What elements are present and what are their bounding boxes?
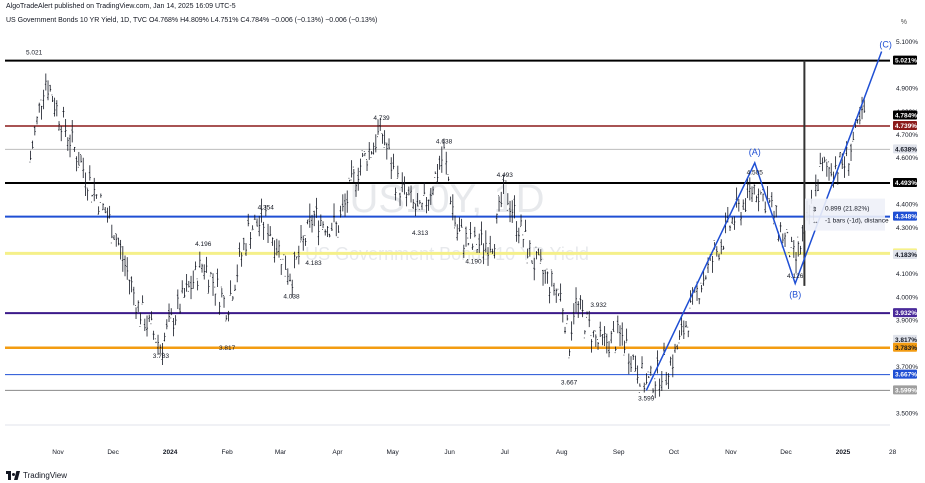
level-badge-label: 4.493% xyxy=(895,180,917,187)
pivot-label: 3.783 xyxy=(153,353,170,360)
measurement-bars: -1 bars (-1d), distance xyxy=(825,218,889,225)
y-tick-label: 4.100% xyxy=(896,271,918,278)
measure-arrow-icon: ⇕ xyxy=(812,206,817,214)
x-tick-label: Sep xyxy=(613,449,625,456)
measure-range-icon: ↔ xyxy=(812,219,819,226)
level-badge xyxy=(893,120,917,130)
ohlc-values: O4.768% H4.809% L4.751% C4.784% −0.006 (… xyxy=(148,17,378,24)
level-badge-label: 3.667% xyxy=(895,372,917,379)
pivot-label: 3.599 xyxy=(638,395,655,402)
pivot-label: 4.196 xyxy=(195,241,212,248)
level-badge-label: 4.348% xyxy=(895,214,917,221)
symbol-title: US Government Bonds 10 YR Yield, 1D, TVC xyxy=(6,17,147,24)
level-badge xyxy=(893,342,917,352)
x-tick-label: Oct xyxy=(669,449,679,456)
x-tick-label: Jul xyxy=(501,449,510,456)
x-tick-label: Dec xyxy=(107,449,119,456)
level-badge xyxy=(893,144,917,154)
level-badge-label: 3.932% xyxy=(895,310,917,317)
x-tick-label: Nov xyxy=(725,449,737,456)
measurement-box xyxy=(805,198,885,231)
pivot-label: 3.932 xyxy=(590,302,607,309)
y-tick-label: 4.400% xyxy=(896,202,918,209)
level-badge xyxy=(893,110,917,120)
measurement-delta: 0.899 (21.82%) xyxy=(825,206,869,213)
x-tick-label: 28 xyxy=(889,449,897,456)
pivot-label: 4.739 xyxy=(373,115,390,122)
y-tick-label: 3.500% xyxy=(896,410,918,417)
x-tick-label: Mar xyxy=(275,449,287,456)
brand-name: TradingView xyxy=(23,471,68,480)
y-tick-label: 5.100% xyxy=(896,39,918,46)
symbol-info: US Government Bonds 10 YR Yield, 1D, TVC… xyxy=(6,17,377,24)
pivot-label: 5.021 xyxy=(26,50,43,57)
pivot-label: 4.183 xyxy=(305,260,322,267)
y-tick-label: 4.700% xyxy=(896,132,918,139)
tradingview-footer[interactable]: TradingView xyxy=(6,471,67,480)
pivot-label: 4.038 xyxy=(283,294,300,301)
level-badge xyxy=(893,334,917,344)
y-tick-label: 4.300% xyxy=(896,225,918,232)
x-tick-label: Nov xyxy=(52,449,64,456)
wave-label-A: (A) xyxy=(749,147,761,157)
level-badge-label: 3.599% xyxy=(895,387,917,394)
x-tick-label: Dec xyxy=(780,449,792,456)
publisher-line: AlgoTradeAlert published on TradingView.… xyxy=(6,3,236,10)
pivot-label: 4.313 xyxy=(412,230,429,237)
x-tick-label: May xyxy=(386,449,399,456)
level-badge-label: 3.783% xyxy=(895,345,917,352)
x-tick-label: 2025 xyxy=(836,449,851,456)
level-badge xyxy=(893,178,917,188)
level-badge xyxy=(893,385,917,395)
pivot-label: 4.493 xyxy=(497,172,514,179)
pivot-label: 3.817 xyxy=(219,345,236,352)
level-badge-label: 4.739% xyxy=(895,123,917,130)
y-tick-label: 3.700% xyxy=(896,364,918,371)
pivot-label: 4.638 xyxy=(436,138,453,145)
level-badge-label: 3.817% xyxy=(895,337,917,344)
scale-unit-label[interactable]: % xyxy=(900,19,907,26)
x-tick-label: Apr xyxy=(332,449,343,456)
y-tick-label: 3.900% xyxy=(896,318,918,325)
x-tick-label: Feb xyxy=(222,449,234,456)
level-badge xyxy=(893,308,917,318)
y-tick-label: 4.000% xyxy=(896,294,918,301)
pivot-label: 4.354 xyxy=(258,204,275,211)
x-tick-label: Aug xyxy=(556,449,568,456)
wave-label-B: (B) xyxy=(789,289,801,299)
level-badge xyxy=(893,249,917,259)
level-badge xyxy=(893,369,917,379)
pivot-label: 4.505 xyxy=(747,169,764,176)
wave-label-C: (C) xyxy=(879,40,892,50)
level-badge-label: 5.021% xyxy=(895,58,917,65)
elliott-wave-line xyxy=(645,51,883,391)
level-badge xyxy=(893,211,917,221)
level-badge-label: 4.784% xyxy=(895,113,917,120)
y-tick-label: 4.900% xyxy=(896,86,918,93)
x-tick-label: 2024 xyxy=(163,449,178,456)
level-badge-label: 4.183% xyxy=(895,252,917,259)
pivot-label: 3.667 xyxy=(561,380,578,387)
pivot-label: 4.190 xyxy=(465,258,482,265)
level-badge xyxy=(893,55,917,65)
y-tick-label: 4.600% xyxy=(896,155,918,162)
pivot-label: 4.126 xyxy=(787,273,804,280)
level-badge-label: 4.638% xyxy=(895,146,917,153)
x-tick-label: Jun xyxy=(444,449,455,456)
tradingview-logo-icon xyxy=(6,471,20,480)
